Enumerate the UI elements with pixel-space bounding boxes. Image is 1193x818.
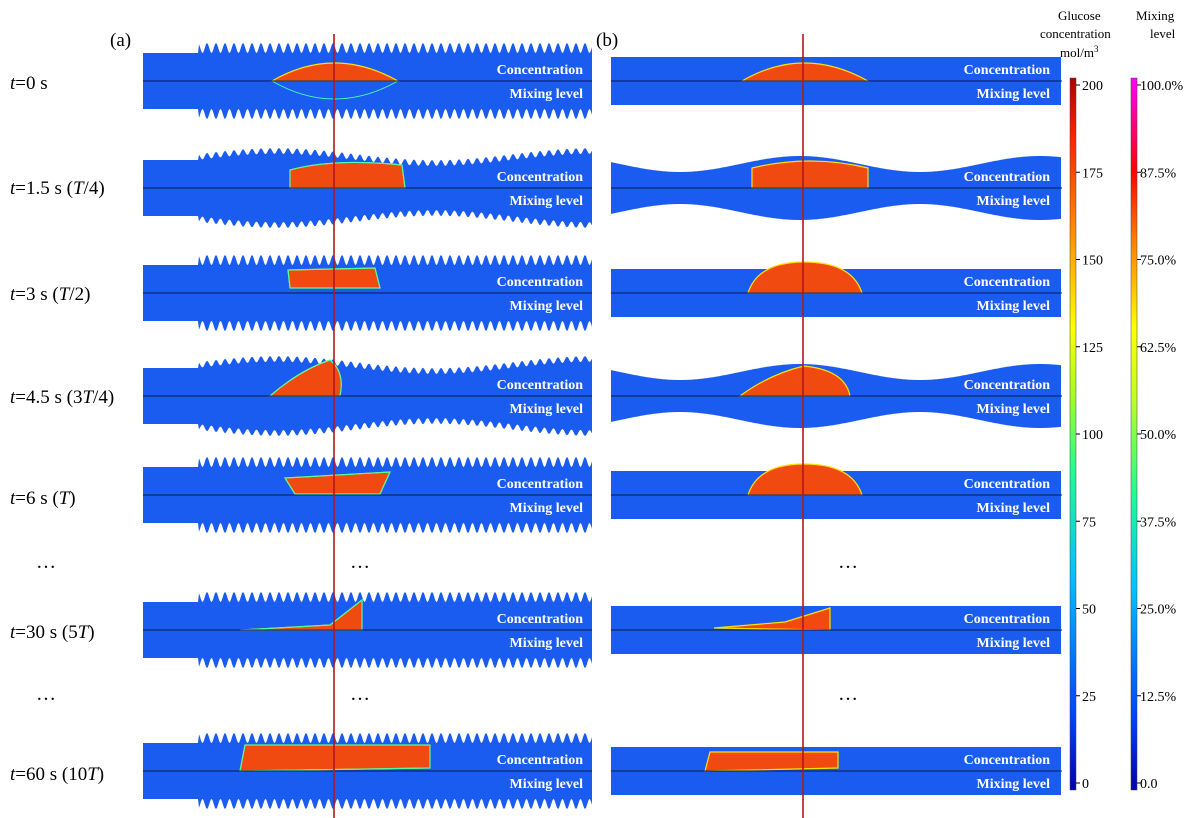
droplet-b-row-3 xyxy=(738,365,851,397)
concentration-label-a-0: Concentration xyxy=(497,63,584,78)
concentration-label-a-1: Concentration xyxy=(497,170,584,185)
ellipsis-left-2: … xyxy=(36,683,56,705)
mixing-label-a-5: Mixing level xyxy=(510,636,584,651)
colorbar-mixing-title-2: level xyxy=(1150,26,1176,41)
concentration-label-a-4: Concentration xyxy=(497,477,584,492)
mixing-label-b-2: Mixing level xyxy=(977,299,1051,314)
concentration-label-b-5: Concentration xyxy=(964,612,1051,627)
colorbar-mixing-tick-label-6: 25.0% xyxy=(1140,603,1177,618)
concentration-label-b-0: Concentration xyxy=(964,63,1051,78)
colorbar-mixing-tick-label-4: 50.0% xyxy=(1140,428,1177,443)
droplet-a-row-6 xyxy=(239,744,431,772)
colorbar-mixing-tick-label-2: 75.0% xyxy=(1140,254,1177,269)
channel-column-a: Concentration Mixing level Concentration Mi… xyxy=(143,43,592,809)
concentration-label-b-6: Concentration xyxy=(964,753,1051,768)
time-label-6: t=60 s (10T) xyxy=(10,764,104,785)
mixing-label-a-2: Mixing level xyxy=(510,299,584,314)
mixing-label-a-3: Mixing level xyxy=(510,402,584,417)
channel-column-b: Concentration Mixing level Concentration Mi… xyxy=(611,57,1062,795)
time-label-2: t=3 s (T/2) xyxy=(10,284,90,305)
colorbar-concentration-title-2: concentration xyxy=(1040,26,1111,41)
mixing-label-a-1: Mixing level xyxy=(510,194,584,209)
time-label-4: t=6 s (T) xyxy=(10,488,76,509)
mixing-ring-a-row-6 xyxy=(239,744,431,772)
droplet-b-row-6 xyxy=(704,751,839,772)
time-label-3: t=4.5 s (3T/4) xyxy=(10,387,114,408)
droplet-b-row-1 xyxy=(751,160,869,189)
colorbar-mixing-tick-label-5: 37.5% xyxy=(1140,515,1177,530)
mixing-ring-a-row-0 xyxy=(270,80,400,100)
colorbar-mixing-tick-label-0: 100.0% xyxy=(1140,79,1184,94)
colorbar-concentration-tick-label-5: 75 xyxy=(1082,515,1096,530)
colorbar-concentration-tick-label-0: 200 xyxy=(1082,79,1103,94)
droplet-b-row-5 xyxy=(713,607,831,631)
colorbar-mixing-tick-label-3: 62.5% xyxy=(1140,341,1177,356)
colorbar-mixing-bar xyxy=(1130,77,1138,791)
mixing-label-b-4: Mixing level xyxy=(977,501,1051,516)
colorbar-mixing-title-1: Mixing xyxy=(1136,8,1175,23)
colorbar-concentration-unit: mol/m3 xyxy=(1060,44,1099,60)
colorbar-concentration-tick-label-4: 100 xyxy=(1082,428,1103,443)
concentration-label-a-3: Concentration xyxy=(497,378,584,393)
concentration-label-b-2: Concentration xyxy=(964,275,1051,290)
mixing-label-b-1: Mixing level xyxy=(977,194,1051,209)
mixing-label-a-6: Mixing level xyxy=(510,777,584,792)
concentration-label-a-6: Concentration xyxy=(497,753,584,768)
panel-label-b: (b) xyxy=(596,30,618,51)
colorbar-mixing-tick-label-1: 87.5% xyxy=(1140,166,1177,181)
concentration-label-b-3: Concentration xyxy=(964,378,1051,393)
mixing-ring-a-row-3 xyxy=(268,359,342,397)
colorbar-concentration-tick-label-8: 0 xyxy=(1082,777,1089,792)
mixing-label-a-0: Mixing level xyxy=(510,87,584,102)
time-label-5: t=30 s (5T) xyxy=(10,622,95,643)
colorbar-concentration-tick-label-6: 50 xyxy=(1082,603,1096,618)
time-label-1: t=1.5 s (T/4) xyxy=(10,178,105,199)
concentration-label-b-1: Concentration xyxy=(964,170,1051,185)
ellipsis-b-1: … xyxy=(838,551,858,573)
mixing-label-b-6: Mixing level xyxy=(977,777,1051,792)
colorbar-mixing-tick-label-7: 12.5% xyxy=(1140,690,1177,705)
mixing-label-b-5: Mixing level xyxy=(977,636,1051,651)
mixing-label-b-3: Mixing level xyxy=(977,402,1051,417)
droplet-a-row-0 xyxy=(269,62,401,82)
concentration-label-a-2: Concentration xyxy=(497,275,584,290)
mixing-ring-a-row-2 xyxy=(287,267,381,289)
ellipsis-a-2: … xyxy=(350,683,370,705)
droplet-b-row-0 xyxy=(739,62,871,82)
colorbar-concentration-bar xyxy=(1069,77,1077,791)
panel-label-a: (a) xyxy=(110,30,131,51)
mixing-label-b-0: Mixing level xyxy=(977,87,1051,102)
mixing-label-a-4: Mixing level xyxy=(510,501,584,516)
mixing-ring-a-row-1 xyxy=(289,161,406,189)
colorbar-mixing-ticks: 100.0% 87.5% 75.0% 62.5% 50.0% 37.5% 25.0% 12.5… xyxy=(1137,79,1184,792)
droplet-b-row-4 xyxy=(747,463,863,496)
ellipsis-left-1: … xyxy=(36,551,56,573)
ellipsis-a-1: … xyxy=(350,551,370,573)
colorbar-mixing-tick-label-8: 0.0 xyxy=(1140,777,1158,792)
colorbar-concentration-tick-label-7: 25 xyxy=(1082,690,1096,705)
concentration-label-a-5: Concentration xyxy=(497,612,584,627)
droplet-b-row-2 xyxy=(747,261,863,294)
ellipsis-b-2: … xyxy=(838,683,858,705)
concentration-label-b-4: Concentration xyxy=(964,477,1051,492)
mixing-ring-a-row-4 xyxy=(284,471,391,495)
colorbar-concentration-tick-label-2: 150 xyxy=(1082,254,1103,269)
colorbar-concentration-tick-label-3: 125 xyxy=(1082,341,1103,356)
time-label-0: t=0 s xyxy=(10,73,48,94)
colorbar-concentration-title-1: Glucose xyxy=(1058,8,1101,23)
colorbar-concentration-tick-label-1: 175 xyxy=(1082,166,1103,181)
colorbar-concentration-ticks: 200 175 150 125 100 75 50 25 0 xyxy=(1076,79,1103,792)
